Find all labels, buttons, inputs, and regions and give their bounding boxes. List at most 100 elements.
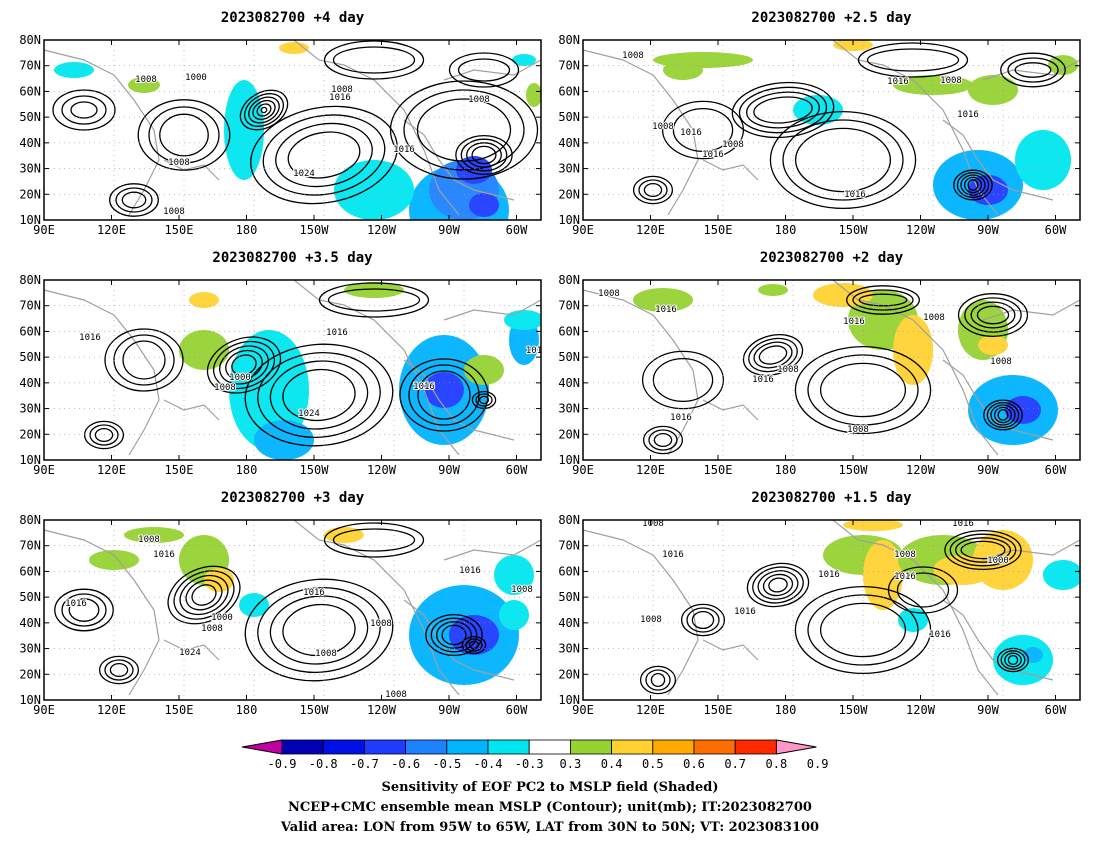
- lon-tick-label: 90E: [33, 463, 55, 477]
- lat-tick-label: 20N: [19, 427, 41, 441]
- contour-label: 1016: [303, 588, 325, 598]
- panel-frame: [43, 39, 542, 221]
- panel-frame: [582, 279, 1081, 461]
- panel-frame: [582, 39, 1081, 221]
- longitude-axis: 90E 120E 150E 180 150W 120W 90W 60W: [572, 280, 1067, 477]
- lon-tick-label: 150W: [300, 223, 330, 237]
- contour-label: 1016: [752, 375, 774, 385]
- contour-label: 1016: [702, 150, 724, 160]
- colorbar-segment: [528, 739, 571, 755]
- contour-label: 1016: [670, 413, 692, 423]
- lat-tick-label: 50N: [19, 350, 41, 364]
- isobar-contours: [641, 285, 1029, 455]
- contour-label: 1016: [65, 599, 87, 609]
- colorbar-tick-label: -0.6: [391, 757, 420, 771]
- colorbar-segment: [734, 739, 777, 755]
- panel-frame: [582, 519, 1081, 701]
- panel-title: 2023082700 +2.5 day: [751, 10, 912, 26]
- contour-label: 1008: [940, 76, 962, 86]
- contour-label: 1008: [923, 313, 945, 323]
- colorbar-segment: [652, 739, 695, 755]
- lon-tick-label: 150W: [300, 463, 330, 477]
- lat-tick-label: 30N: [19, 642, 41, 656]
- colorbar-tick-label: 0.8: [766, 757, 788, 771]
- lat-tick-label: 50N: [558, 350, 580, 364]
- lat-tick-label: 70N: [558, 59, 580, 73]
- colorbar-segment: [281, 739, 324, 755]
- lon-tick-label: 180: [775, 463, 797, 477]
- colorbar-tick-label: -0.7: [350, 757, 379, 771]
- contour-label: 1016: [153, 550, 175, 560]
- panel-title: 2023082700 +1.5 day: [751, 490, 912, 506]
- lat-tick-label: 40N: [558, 376, 580, 390]
- lat-tick-label: 70N: [558, 539, 580, 553]
- contour-label: 1016: [680, 128, 702, 138]
- lat-tick-label: 70N: [19, 59, 41, 73]
- contour-label: 1008: [370, 619, 392, 629]
- sensitivity-shading: [653, 40, 1078, 220]
- lat-tick-label: 70N: [558, 299, 580, 313]
- latitude-axis: 80N 70N 60N 50N 40N 30N 20N 10N: [19, 33, 541, 227]
- latitude-axis: 80N 70N 60N 50N 40N 30N 20N 10N: [558, 273, 1080, 467]
- lat-tick-label: 10N: [558, 693, 580, 707]
- contour-label: 1008: [511, 585, 533, 595]
- footer-line-2: NCEP+CMC ensemble mean MSLP (Contour); u…: [288, 800, 812, 815]
- contour-label: 101: [526, 346, 542, 356]
- longitude-axis: 90E 120E 150E 180 150W 120W 90W 60W: [33, 280, 528, 477]
- sensitivity-shading: [823, 520, 1080, 685]
- lon-tick-label: 180: [236, 703, 258, 717]
- colorbar-tick-label: -0.3: [515, 757, 544, 771]
- contour-label: 1024: [179, 648, 201, 658]
- lat-tick-label: 10N: [19, 453, 41, 467]
- lon-tick-label: 120E: [97, 223, 126, 237]
- lon-tick-label: 180: [236, 463, 258, 477]
- lat-tick-label: 60N: [558, 84, 580, 98]
- lat-tick-label: 70N: [19, 299, 41, 313]
- lon-tick-label: 120W: [367, 463, 397, 477]
- contour-label: 1008: [168, 158, 190, 168]
- contour-label: 1016: [393, 145, 415, 155]
- lon-tick-label: 90W: [438, 463, 460, 477]
- latitude-axis: 80N 70N 60N 50N 40N 30N 20N 10N: [558, 33, 1080, 227]
- lat-tick-label: 40N: [19, 376, 41, 390]
- coastlines: [44, 40, 541, 216]
- latitude-axis: 80N 70N 60N 50N 40N 30N 20N 10N: [558, 513, 1080, 707]
- lat-tick-label: 80N: [19, 513, 41, 527]
- contour-label: 1008: [642, 519, 664, 529]
- contour-label: 1024: [293, 169, 315, 179]
- contour-label: 1024: [298, 409, 320, 419]
- colorbar-segment: [446, 739, 489, 755]
- lon-tick-label: 90W: [977, 223, 999, 237]
- lat-tick-label: 30N: [558, 402, 580, 416]
- contour-label: 1008: [847, 425, 869, 435]
- colorbar-tick-label: -0.5: [432, 757, 461, 771]
- latitude-axis: 80N 70N 60N 50N 40N 30N 20N 10N: [19, 273, 541, 467]
- panel-title: 2023082700 +3 day: [221, 490, 365, 506]
- lon-tick-label: 120E: [97, 703, 126, 717]
- contour-label: 1016: [929, 630, 951, 640]
- colorbar-tick-label: -0.8: [309, 757, 338, 771]
- lat-tick-label: 60N: [19, 564, 41, 578]
- contour-label: 1016: [843, 317, 865, 327]
- lat-tick-label: 60N: [19, 324, 41, 338]
- lon-tick-label: 150E: [165, 463, 194, 477]
- lat-tick-label: 40N: [19, 136, 41, 150]
- colorbar-segment: [570, 739, 613, 755]
- lon-tick-label: 90W: [438, 703, 460, 717]
- contour-label: 1016: [844, 190, 866, 200]
- contour-label: 1008: [894, 550, 916, 560]
- lon-tick-label: 60W: [1045, 463, 1067, 477]
- colorbar-segment: [487, 739, 530, 755]
- lon-tick-label: 180: [236, 223, 258, 237]
- lat-tick-label: 10N: [558, 453, 580, 467]
- contour-label: 1008: [201, 624, 223, 634]
- panel-title: 2023082700 +3.5 day: [212, 250, 373, 266]
- lat-tick-label: 70N: [19, 539, 41, 553]
- lon-tick-label: 150W: [300, 703, 330, 717]
